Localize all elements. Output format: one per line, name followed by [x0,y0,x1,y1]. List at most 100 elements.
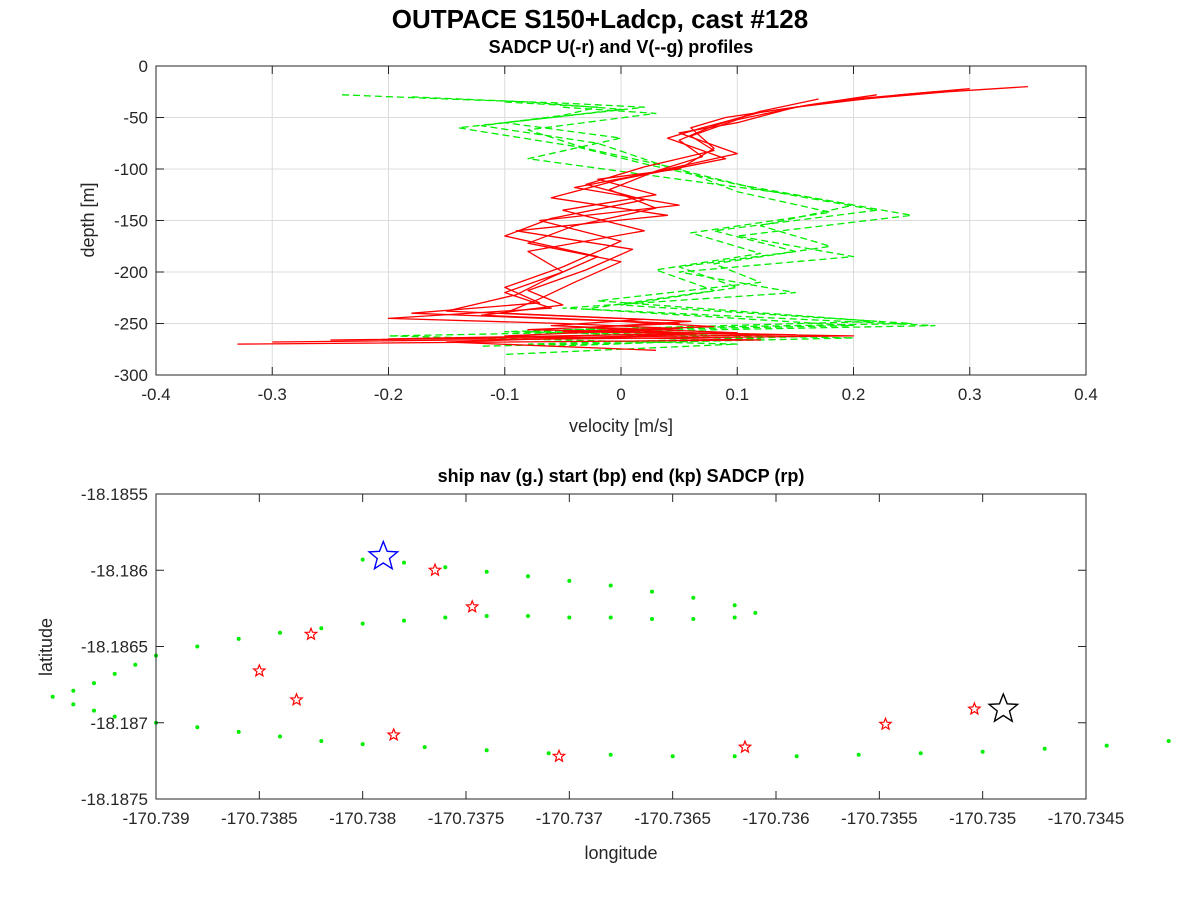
sadcp-marker [737,739,753,754]
plot1-x-axis-label: velocity [m/s] [569,416,673,436]
nav-point [443,615,448,620]
nav-point [980,749,985,754]
nav-point [794,754,799,759]
nav-point [608,583,613,588]
profile-line-v-1 [411,96,878,347]
profile-line-v-0 [341,94,936,356]
nav-point [112,714,117,719]
plot1-y-axis-label: depth [m] [78,182,98,257]
nav-point [278,734,282,739]
sadcp-marker [252,663,267,678]
nav-point [133,662,138,667]
plot1-x-tick-label: -0.2 [374,385,403,404]
sadcp-marker [289,692,304,707]
nav-point [92,681,96,686]
plot2-y-tick-label: -18.187 [90,714,148,733]
plot2-x-tick-label: -170.739 [122,809,189,828]
plot2-x-tick-label: -170.737 [536,809,603,828]
profile-line-u-3 [388,94,877,340]
plot2-x-tick-label: -170.736 [742,809,809,828]
nav-point [650,617,654,621]
nav-point [71,702,76,707]
nav-point [918,751,923,756]
nav-point [546,751,551,756]
plot1-x-tick-label: -0.1 [490,385,519,404]
nav-point [484,614,489,618]
nav-point [856,752,861,757]
plot1-y-tick-label: -50 [123,109,148,128]
nav-point [236,729,241,734]
plot2-data-area [50,539,1171,763]
plot1-x-tick-label: 0.2 [842,385,866,404]
plot2-x-tick-label: -170.7355 [841,809,918,828]
nav-point [753,610,758,615]
end-marker [987,692,1020,723]
plot1-y-tick-label: -200 [114,263,148,282]
plot2-y-tick-label: -18.1855 [81,485,148,504]
nav-point [319,739,324,743]
sadcp-marker [386,727,401,742]
profile-line-u-1 [272,88,970,343]
plot2-x-tick-label: -170.7385 [221,809,298,828]
nav-point [691,595,696,600]
ship-nav-plot: -170.739 -170.7385 -170.738 -170.7375 -170.7… [36,466,1171,863]
sadcp-marker [464,599,480,614]
profile-line-u-4 [445,98,819,351]
plot1-x-tick-label: -0.4 [141,385,170,404]
nav-point [422,745,427,750]
plot2-title: ship nav (g.) start (bp) end (kp) SADCP … [438,466,805,486]
nav-point [732,603,737,608]
plot2-x-axis-label: longitude [584,843,657,863]
sadcp-marker [967,701,982,716]
nav-point [50,694,55,699]
plot2-background [156,494,1086,799]
nav-point [650,589,654,594]
nav-point [484,569,489,574]
plot1-x-tick-label: 0 [616,385,625,404]
nav-point [402,560,406,565]
plot1-x-tick-label: 0.1 [725,385,749,404]
nav-point [1166,739,1171,743]
nav-point [112,671,117,676]
plot2-y-tick-label: -18.186 [90,561,148,580]
nav-point [71,688,76,693]
nav-point [360,621,365,626]
plot2-x-tick-label: -170.7365 [634,809,711,828]
nav-point [236,636,241,641]
plot1-data-area [237,85,1028,356]
nav-point [670,754,675,759]
plot2-y-tick-label: -18.1875 [81,790,148,809]
nav-point [360,557,365,562]
nav-point [608,752,613,757]
sadcp-marker [878,716,893,731]
nav-point [92,708,96,713]
plot2-y-tick-label: -18.1865 [81,638,148,657]
start-marker [367,539,400,571]
plot2-ticks: -170.739 -170.7385 -170.738 -170.7375 -170.7… [81,485,1124,828]
plot2-x-tick-label: -170.7345 [1048,809,1125,828]
nav-point [278,630,282,635]
nav-point [195,644,200,649]
plot1-x-tick-label: 0.4 [1074,385,1098,404]
plot2-x-tick-label: -170.7375 [428,809,505,828]
nav-point [443,565,448,570]
nav-point [402,618,406,623]
nav-point [691,617,696,621]
nav-point [732,754,737,759]
nav-point [732,615,737,620]
nav-point [526,614,530,618]
sadcp-marker [427,562,443,577]
plot2-x-tick-label: -170.738 [329,809,396,828]
profile-line-v-2 [480,101,913,345]
plot1-y-tick-label: -150 [114,212,148,231]
plot1-title: SADCP U(-r) and V(--g) profiles [489,37,754,57]
plot1-x-tick-label: 0.3 [958,385,982,404]
profile-line-u-0 [237,85,1028,345]
nav-point [319,626,324,631]
plot1-y-tick-label: -250 [114,315,148,334]
nav-point [1104,743,1109,748]
profile-line-v-3 [527,106,855,347]
plot1-y-tick-label: -300 [114,366,148,385]
plot2-x-tick-label: -170.735 [949,809,1016,828]
